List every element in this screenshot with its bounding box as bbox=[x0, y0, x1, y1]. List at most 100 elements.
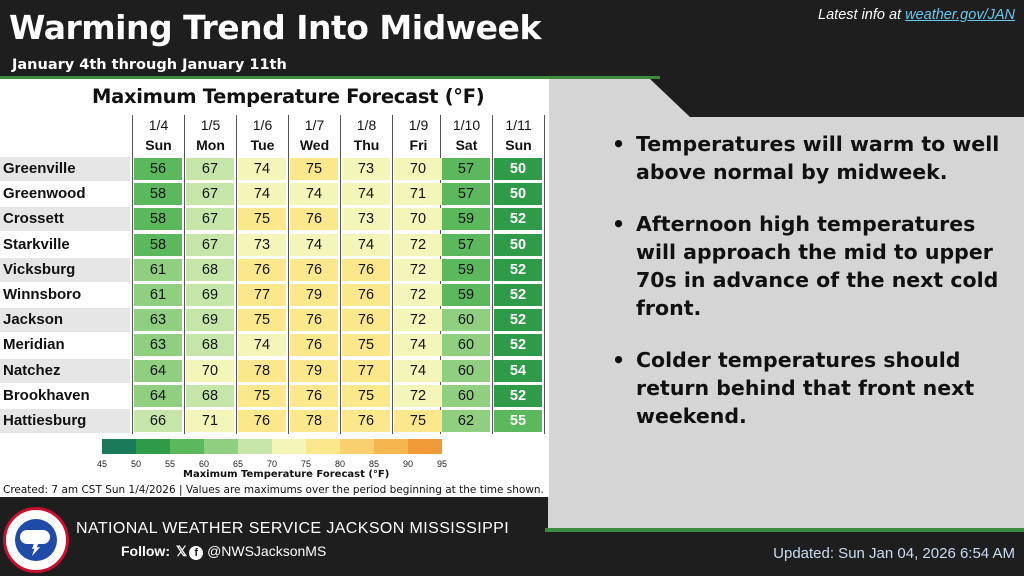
x-logo-icon[interactable]: 𝕏 bbox=[175, 543, 188, 559]
column-date: 1/4 bbox=[148, 117, 169, 133]
temperature-cell: 76 bbox=[290, 258, 338, 281]
temperature-cell: 50 bbox=[494, 233, 542, 256]
column-header: 1/11 Sun bbox=[494, 115, 543, 157]
city-name: Crossett bbox=[0, 207, 130, 232]
column-divider bbox=[132, 115, 133, 435]
temperature-cell: 72 bbox=[394, 309, 442, 332]
temperature-cell: 69 bbox=[186, 309, 234, 332]
social-handle[interactable]: @NWSJacksonMS bbox=[207, 543, 327, 559]
facebook-icon[interactable]: f bbox=[189, 546, 204, 560]
follow-label: Follow: bbox=[121, 543, 170, 559]
bullet-dot-icon: • bbox=[612, 212, 626, 236]
color-bar-segment bbox=[306, 439, 340, 454]
color-bar-tick: 90 bbox=[402, 459, 413, 469]
temperature-cell: 73 bbox=[238, 233, 286, 256]
key-message: • Colder temperatures should return behin… bbox=[612, 346, 1012, 430]
temperature-cell: 72 bbox=[394, 284, 442, 306]
temperature-cell: 61 bbox=[134, 258, 182, 281]
temperature-cell: 74 bbox=[238, 183, 286, 206]
temperature-cell: 52 bbox=[494, 309, 542, 332]
forecast-table-panel: Maximum Temperature Forecast (°F) 1/4 Sun… bbox=[0, 79, 549, 497]
table-title: Maximum Temperature Forecast (°F) bbox=[92, 85, 485, 108]
column-header: 1/5 Mon bbox=[186, 115, 235, 157]
latest-info-link[interactable]: weather.gov/JAN bbox=[905, 7, 1015, 23]
temperature-cell: 73 bbox=[342, 208, 390, 231]
key-message-text: Temperatures will warm to well above nor… bbox=[636, 132, 1000, 184]
temperature-cell: 75 bbox=[238, 384, 286, 407]
city-name: Meridian bbox=[0, 333, 130, 358]
temperature-cell: 56 bbox=[134, 158, 182, 180]
temperature-cell: 75 bbox=[342, 334, 390, 357]
temperature-cell: 69 bbox=[186, 284, 234, 306]
table-row: Meridian 63 68 74 76 75 74 60 52 bbox=[0, 333, 549, 358]
temperature-cell: 55 bbox=[494, 410, 542, 432]
city-name: Winnsboro bbox=[0, 283, 130, 307]
temperature-cell: 75 bbox=[238, 208, 286, 231]
temperature-cell: 76 bbox=[342, 309, 390, 332]
temperature-cell: 76 bbox=[290, 334, 338, 357]
page-subtitle: January 4th through January 11th bbox=[12, 57, 287, 73]
color-bar-segment bbox=[204, 439, 238, 454]
color-bar-label: Maximum Temperature Forecast (°F) bbox=[183, 469, 390, 480]
bullet-panel-background bbox=[548, 79, 1024, 531]
temperature-cell: 63 bbox=[134, 309, 182, 332]
color-bar-tick: 65 bbox=[232, 459, 243, 469]
temperature-cell: 58 bbox=[134, 208, 182, 231]
column-divider bbox=[184, 115, 185, 435]
color-bar-segment bbox=[374, 439, 408, 454]
temperature-cell: 67 bbox=[186, 158, 234, 180]
temperature-cell: 50 bbox=[494, 183, 542, 206]
city-name: Natchez bbox=[0, 358, 130, 383]
temperature-cell: 61 bbox=[134, 284, 182, 306]
key-message: • Afternoon high temperatures will approa… bbox=[612, 210, 1012, 322]
temperature-cell: 68 bbox=[186, 334, 234, 357]
column-header: 1/10 Sat bbox=[442, 115, 491, 157]
color-bar-tick: 50 bbox=[130, 459, 141, 469]
temperature-cell: 79 bbox=[290, 284, 338, 306]
temperature-cell: 74 bbox=[394, 359, 442, 382]
panel-notch bbox=[650, 79, 1024, 117]
key-messages: • Temperatures will warm to well above no… bbox=[612, 130, 1012, 454]
temperature-cell: 79 bbox=[290, 359, 338, 382]
table-row: Greenville 56 67 74 75 73 70 57 50 bbox=[0, 157, 549, 181]
column-divider bbox=[288, 115, 289, 435]
temperature-cell: 62 bbox=[442, 410, 490, 432]
temperature-cell: 72 bbox=[394, 384, 442, 407]
temperature-cell: 52 bbox=[494, 258, 542, 281]
logo-cloud bbox=[20, 530, 50, 544]
latest-info: Latest info at weather.gov/JAN bbox=[818, 7, 1015, 23]
key-message-text: Colder temperatures should return behind… bbox=[636, 348, 975, 428]
temperature-cell: 52 bbox=[494, 208, 542, 231]
updated-timestamp: Updated: Sun Jan 04, 2026 6:54 AM bbox=[773, 545, 1015, 562]
bullet-dot-icon: • bbox=[612, 132, 626, 156]
key-message-text: Afternoon high temperatures will approac… bbox=[636, 212, 999, 320]
temperature-cell: 52 bbox=[494, 384, 542, 407]
temperature-cell: 74 bbox=[290, 183, 338, 206]
city-name: Greenville bbox=[0, 157, 130, 181]
temperature-cell: 76 bbox=[342, 284, 390, 306]
color-bar-tick: 80 bbox=[334, 459, 345, 469]
column-date: 1/5 bbox=[200, 117, 221, 133]
temperature-cell: 52 bbox=[494, 284, 542, 306]
temperature-cell: 70 bbox=[394, 158, 442, 180]
temperature-cell: 60 bbox=[442, 334, 490, 357]
temperature-cell: 57 bbox=[442, 158, 490, 180]
temperature-cell: 57 bbox=[442, 233, 490, 256]
temperature-cell: 76 bbox=[342, 410, 390, 432]
temperature-cell: 58 bbox=[134, 183, 182, 206]
column-header: 1/6 Tue bbox=[238, 115, 287, 157]
nws-logo-icon bbox=[3, 507, 69, 573]
color-bar-tick: 45 bbox=[96, 459, 107, 469]
temperature-cell: 74 bbox=[238, 334, 286, 357]
temperature-cell: 66 bbox=[134, 410, 182, 432]
temperature-cell: 67 bbox=[186, 208, 234, 231]
color-bar-tick: 60 bbox=[198, 459, 209, 469]
temperature-cell: 59 bbox=[442, 208, 490, 231]
table-row: Greenwood 58 67 74 74 74 71 57 50 bbox=[0, 182, 549, 207]
bullet-dot-icon: • bbox=[612, 348, 626, 372]
temperature-cell: 76 bbox=[290, 208, 338, 231]
column-day: Tue bbox=[250, 137, 275, 153]
column-day: Thu bbox=[353, 137, 380, 153]
temperature-cell: 72 bbox=[394, 258, 442, 281]
